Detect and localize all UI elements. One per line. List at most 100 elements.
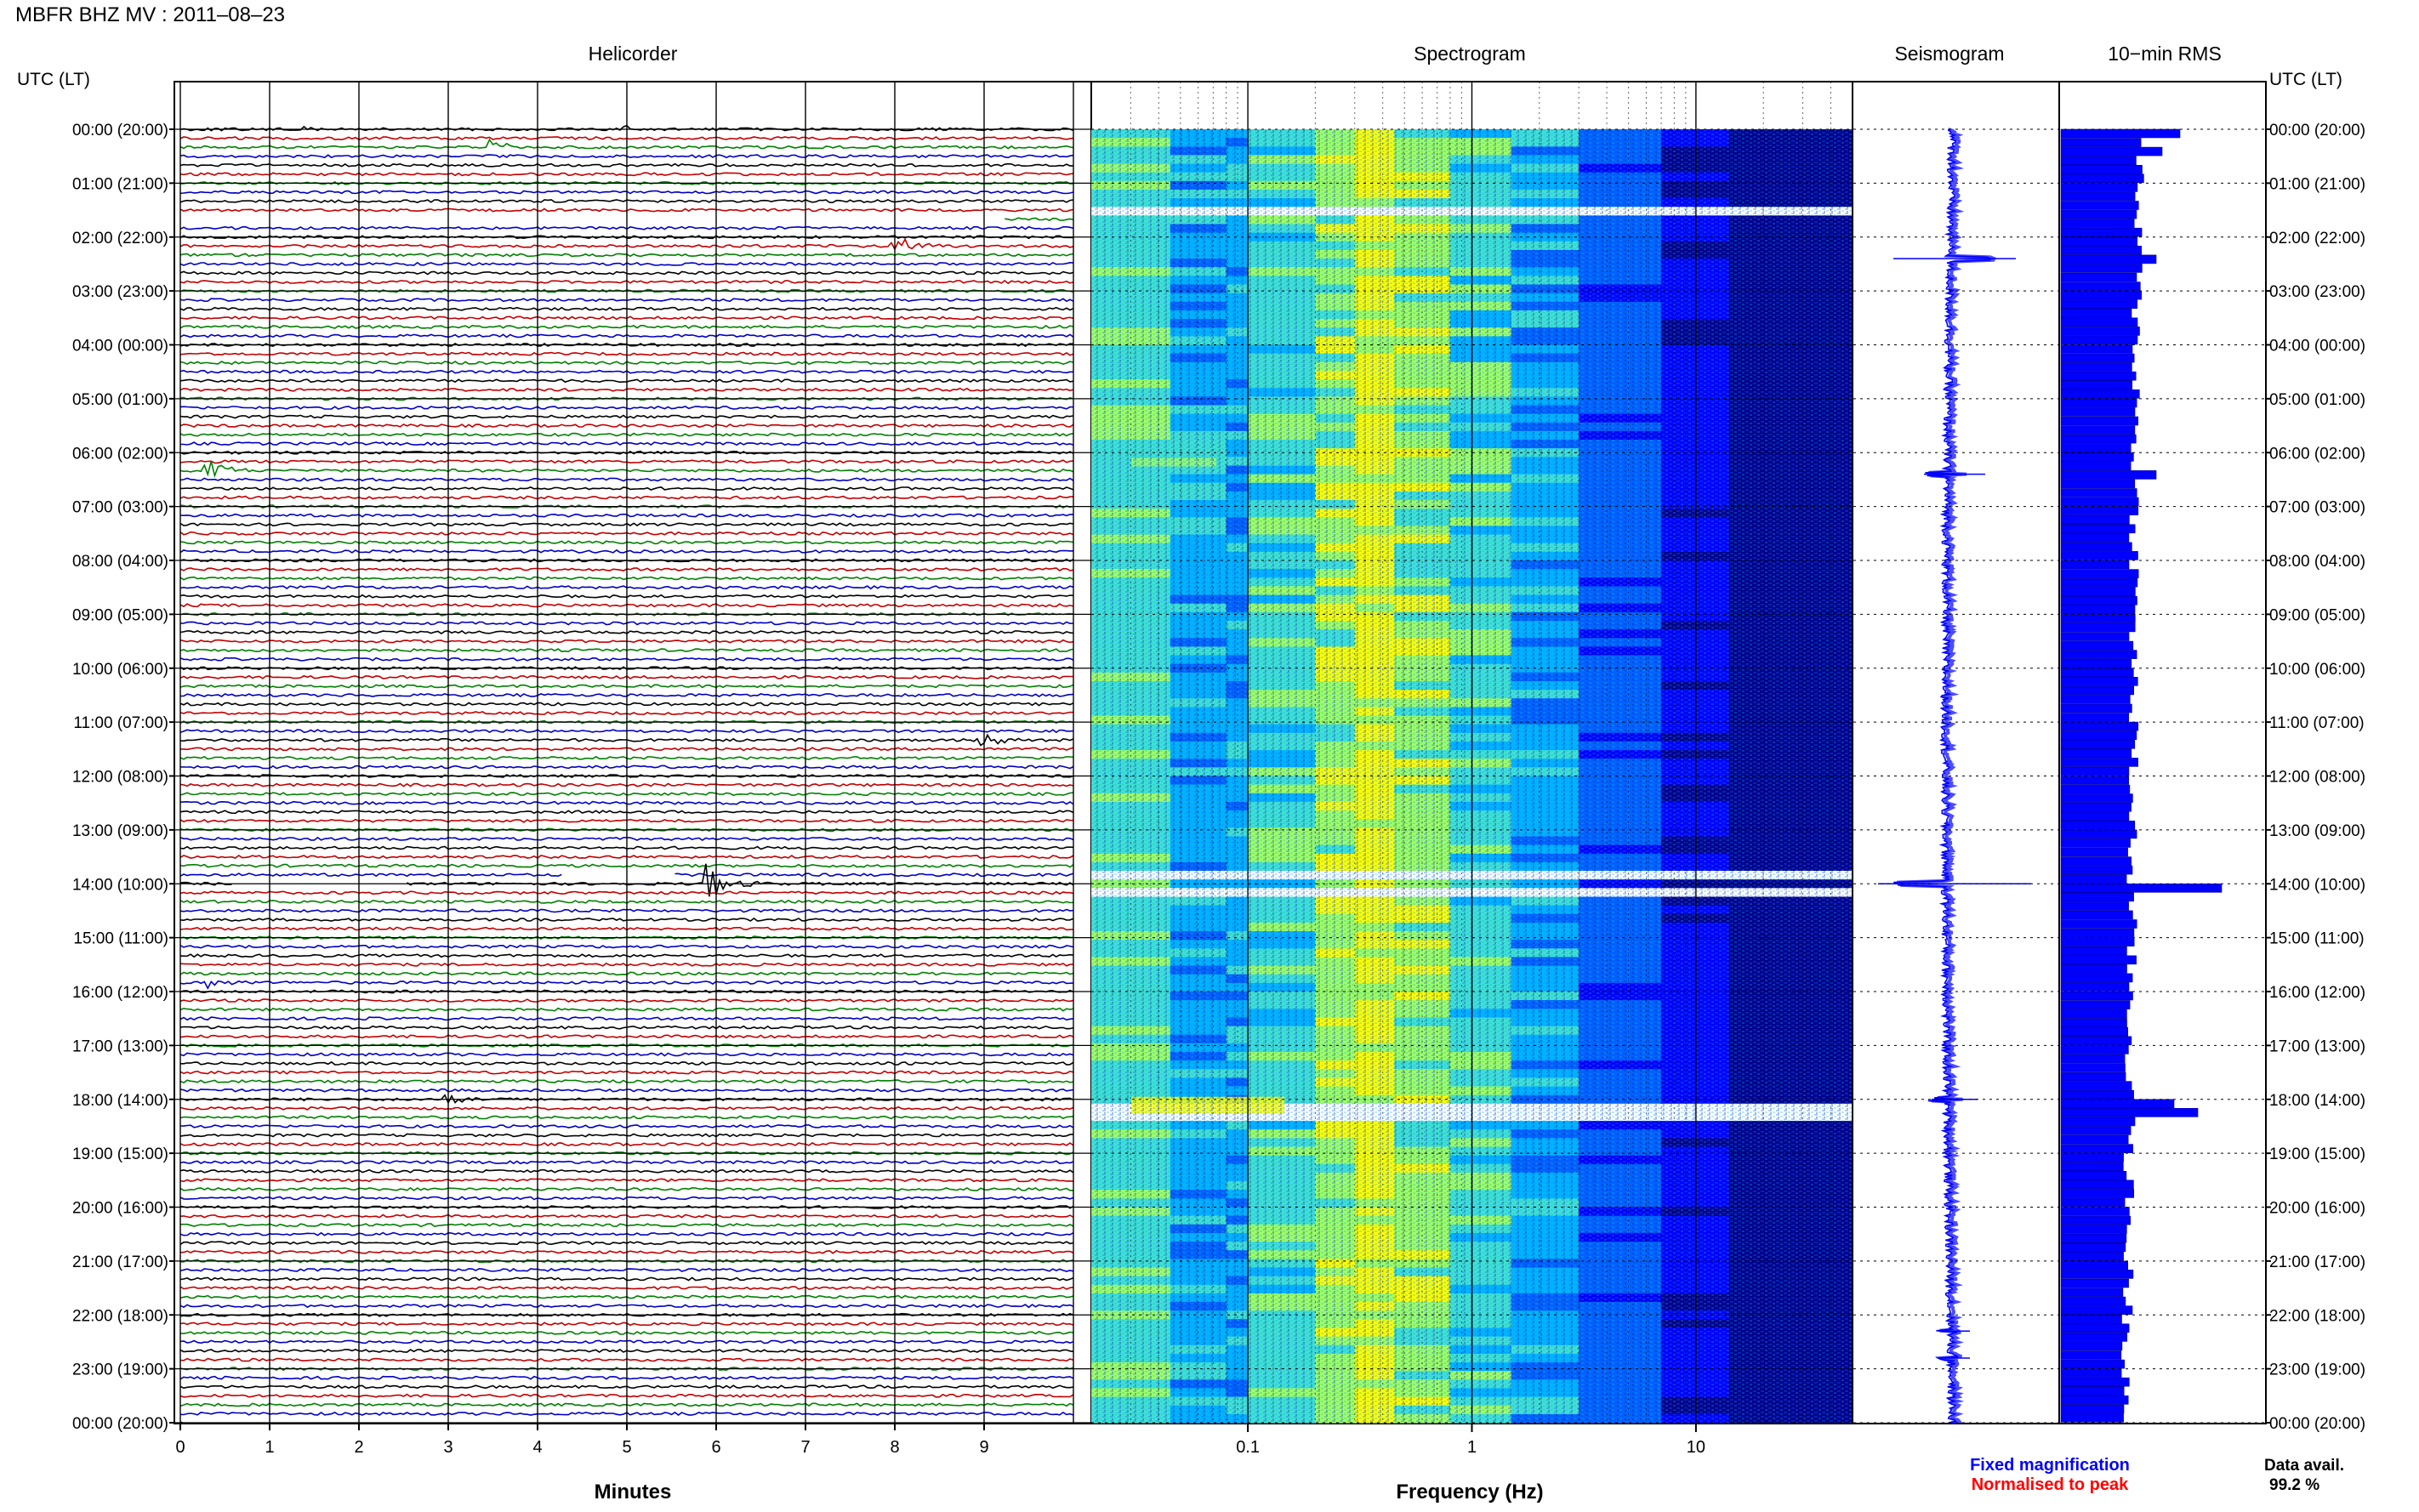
- hour-label-left: 23:00 (19:00): [72, 1361, 168, 1379]
- hour-label-right: 00:00 (20:00): [2269, 1415, 2365, 1433]
- rms-bar: [2060, 452, 2134, 462]
- rms-bar: [2060, 658, 2132, 668]
- hour-label-right: 18:00 (14:00): [2269, 1092, 2365, 1110]
- rms-bar: [2060, 1323, 2130, 1333]
- rms-bar: [2060, 191, 2136, 202]
- hour-label-right: 15:00 (11:00): [2269, 930, 2365, 948]
- rms-bar: [2060, 227, 2143, 237]
- rms-bar: [2060, 1260, 2128, 1270]
- rms-bar: [2060, 1179, 2134, 1190]
- rms-bar: [2060, 982, 2130, 992]
- rms-bar: [2060, 874, 2127, 884]
- time-axis-label-left: UTC (LT): [17, 70, 90, 89]
- rms-bar: [2060, 595, 2137, 605]
- rms-bar: [2060, 146, 2163, 156]
- rms-bar: [2060, 632, 2130, 641]
- helicorder-title: Helicorder: [589, 43, 678, 65]
- rms-bar: [2060, 560, 2130, 570]
- rms-bar: [2060, 946, 2127, 956]
- hour-label-left: 08:00 (04:00): [72, 553, 168, 571]
- rms-bar: [2060, 1089, 2134, 1100]
- hour-label-right: 05:00 (01:00): [2269, 391, 2365, 409]
- rms-bar: [2060, 928, 2135, 938]
- rms-bar: [2060, 173, 2144, 184]
- rms-bar: [2060, 497, 2139, 507]
- rms-bar: [2060, 587, 2136, 597]
- rms-bar: [2060, 955, 2137, 965]
- rms-bar: [2060, 532, 2130, 543]
- rms-bar: [2060, 1395, 2129, 1405]
- rms-bar: [2060, 254, 2157, 264]
- rms-bar: [2060, 272, 2137, 282]
- rms-bar: [2060, 650, 2137, 659]
- rms-bar: [2060, 811, 2130, 821]
- rms-bar: [2060, 685, 2134, 696]
- hour-label-left: 00:00 (20:00): [72, 122, 168, 139]
- rms-bar: [2060, 973, 2133, 983]
- rms-bar: [2060, 1377, 2130, 1387]
- rms-bar: [2060, 1063, 2126, 1072]
- helicorder-frame: [174, 81, 1092, 1424]
- rms-bar: [2060, 802, 2132, 812]
- rms-bar: [2060, 865, 2133, 875]
- rms-bar: [2060, 416, 2138, 426]
- hour-label-right: 22:00 (18:00): [2269, 1307, 2365, 1325]
- helicorder-minute-grid: [179, 82, 1074, 1424]
- rms-bar: [2060, 1045, 2129, 1054]
- minutes-axis-label: Minutes: [595, 1481, 672, 1503]
- rms-bar: [2060, 299, 2137, 310]
- data-availability-label: Data avail.: [2264, 1457, 2344, 1475]
- rms-bar: [2060, 479, 2136, 489]
- hour-label-right: 07:00 (03:00): [2269, 499, 2365, 517]
- rms-bar: [2060, 703, 2132, 713]
- rms-bar: [2060, 1386, 2125, 1396]
- rms-bar: [2060, 1287, 2124, 1297]
- rms-bar: [2060, 622, 2136, 633]
- spectrogram-grid: [1130, 82, 1831, 1424]
- helicorder-trace: [179, 873, 1074, 878]
- minute-tick-labels: 0 1 2 3 4 5 6 7 8 9: [175, 1424, 989, 1457]
- seismogram-panel: [1852, 81, 2060, 1424]
- rms-bar: [2060, 884, 2223, 893]
- hour-label-right: 16:00 (12:00): [2269, 984, 2365, 1002]
- rms-bar: [2060, 344, 2133, 354]
- minute-tick-label: 4: [532, 1438, 542, 1457]
- rms-bar: [2060, 398, 2137, 408]
- rms-bar: [2060, 1126, 2132, 1135]
- hour-label-right: 19:00 (15:00): [2269, 1145, 2365, 1163]
- rms-bar: [2060, 290, 2142, 300]
- rms-bar: [2060, 470, 2157, 480]
- rms-bar: [2060, 264, 2143, 273]
- hour-labels-left: 00:00 (20:00) 01:00 (21:00) 02:00 (22:00) 0…: [72, 122, 174, 1433]
- hour-gridlines: [174, 128, 2266, 1424]
- rms-bar: [2060, 1081, 2132, 1090]
- hour-label-right: 00:00 (20:00): [2269, 122, 2365, 139]
- rms-bar: [2060, 1000, 2131, 1009]
- hour-label-right: 13:00 (09:00): [2269, 822, 2365, 840]
- hour-label-right: 14:00 (10:00): [2269, 876, 2365, 894]
- legend-normalised-to-peak: Normalised to peak: [1972, 1475, 2129, 1494]
- rms-bar: [2060, 389, 2140, 399]
- hour-label-left: 21:00 (17:00): [72, 1253, 168, 1271]
- rms-bar: [2060, 236, 2137, 247]
- minute-tick-label: 8: [890, 1438, 899, 1457]
- rms-bar: [2060, 1134, 2129, 1145]
- rms-bar: [2060, 829, 2137, 839]
- rms-bar: [2060, 1144, 2133, 1153]
- frequency-axis-label: Frequency (Hz): [1396, 1481, 1543, 1503]
- minute-tick-label: 2: [354, 1438, 363, 1457]
- rms-bar: [2060, 443, 2132, 453]
- rms-bar: [2060, 766, 2130, 776]
- rms-bar: [2060, 434, 2137, 444]
- hour-label-left: 02:00 (22:00): [72, 230, 168, 247]
- rms-bar: [2060, 964, 2127, 974]
- rms-bar: [2060, 901, 2129, 911]
- rms-bar: [2060, 1278, 2129, 1288]
- rms-bar: [2060, 1027, 2128, 1037]
- rms-bar: [2060, 730, 2137, 741]
- rms-bar: [2060, 514, 2130, 525]
- hour-label-right: 21:00 (17:00): [2269, 1253, 2365, 1271]
- hour-label-right: 06:00 (02:00): [2269, 445, 2365, 463]
- rms-bar: [2060, 219, 2135, 228]
- rms-bar: [2060, 362, 2132, 372]
